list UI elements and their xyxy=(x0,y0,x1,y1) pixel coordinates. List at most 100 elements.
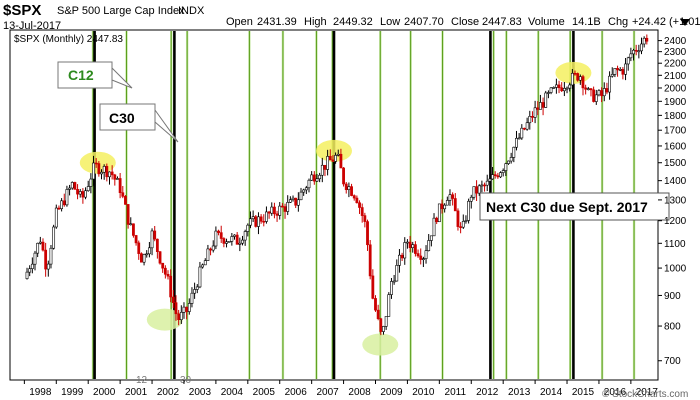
candle-body xyxy=(382,326,385,332)
candle-body xyxy=(578,76,582,81)
low-value: 2407.70 xyxy=(404,16,444,28)
candle-body xyxy=(453,198,457,212)
candle-body xyxy=(459,226,463,228)
candle-body xyxy=(193,289,197,294)
candle-body xyxy=(124,196,127,205)
candle-body xyxy=(134,235,138,244)
candle-body xyxy=(328,156,332,161)
candle-body xyxy=(371,275,375,299)
candle-body xyxy=(347,186,351,190)
candle-body xyxy=(44,249,48,270)
candle-body xyxy=(283,206,287,212)
candle-body xyxy=(113,174,117,180)
candle-body xyxy=(618,69,622,71)
candle-body xyxy=(629,53,633,59)
candle-body xyxy=(517,137,521,140)
candle-body xyxy=(451,194,455,199)
x-tick-label: 1998 xyxy=(29,387,52,398)
candle-body xyxy=(275,213,279,216)
candle-layer xyxy=(25,34,649,336)
candle-body xyxy=(600,90,604,97)
up-arrow-icon xyxy=(680,19,690,26)
candle-body xyxy=(52,226,56,249)
candle-body xyxy=(118,178,122,194)
candle-body xyxy=(209,248,212,251)
candle-body xyxy=(480,184,484,187)
candle-body xyxy=(310,174,314,181)
candle-body xyxy=(76,189,79,195)
candle-body xyxy=(121,192,125,197)
x-tick-label: 2001 xyxy=(125,387,148,398)
candle-body xyxy=(472,186,476,198)
candle-body xyxy=(302,189,306,193)
candle-body xyxy=(392,280,396,283)
high-label: High xyxy=(304,16,327,28)
candle-body xyxy=(299,191,303,201)
candle-body xyxy=(475,186,478,194)
y-tick-label: 1900 xyxy=(664,97,687,108)
annotation-c30: C30 xyxy=(99,103,179,143)
candle-body xyxy=(421,258,425,260)
candle-body xyxy=(515,137,518,148)
candle-body xyxy=(62,200,66,206)
candle-body xyxy=(312,174,316,182)
x-tick-label: 2004 xyxy=(221,387,244,398)
y-tick-label: 2300 xyxy=(664,47,687,58)
candle-body xyxy=(36,242,40,254)
open-value: 2431.39 xyxy=(257,16,297,28)
candle-body xyxy=(387,294,391,317)
candle-body xyxy=(632,49,635,55)
candle-body xyxy=(249,218,252,226)
x-tick-label: 2012 xyxy=(476,387,499,398)
candle-body xyxy=(445,200,449,206)
x-tick-label: 2014 xyxy=(540,387,563,398)
candle-body xyxy=(92,162,95,180)
x-tick-label: 2017 xyxy=(636,387,659,398)
candle-body xyxy=(129,223,133,226)
cycle-line-layer xyxy=(92,31,635,379)
candle-body xyxy=(278,205,282,216)
candle-body xyxy=(60,200,64,209)
candle-body xyxy=(594,94,598,102)
chg-label: Chg xyxy=(608,16,628,28)
candle-body xyxy=(65,189,69,206)
candle-body xyxy=(429,235,433,241)
candle-body xyxy=(150,230,154,249)
x-tick-label: 2005 xyxy=(253,387,276,398)
candle-body xyxy=(533,107,537,118)
candle-body xyxy=(142,254,146,263)
candle-body xyxy=(477,185,481,194)
candle-body xyxy=(158,251,162,264)
candle-body xyxy=(390,281,393,295)
y-axis: 700 800 900 1000 1100 1200 1300 1400 1500 1600 170… xyxy=(658,36,687,367)
candle-body xyxy=(320,164,324,176)
candle-body xyxy=(318,174,322,180)
candle-body xyxy=(169,275,173,298)
candle-body xyxy=(265,211,268,222)
candle-body xyxy=(488,178,492,182)
candle-body xyxy=(153,230,157,240)
candle-body xyxy=(610,74,614,77)
candle-body xyxy=(411,244,415,248)
candle-body xyxy=(634,49,638,52)
annotation-c30-text: C30 xyxy=(109,110,135,126)
y-tick-label: 900 xyxy=(664,291,681,302)
candle-body xyxy=(363,215,367,222)
candle-body xyxy=(584,87,588,90)
candle-body xyxy=(642,37,646,45)
x-tick-label: 2013 xyxy=(508,387,531,398)
x-tick-label: 2010 xyxy=(412,387,435,398)
candle-body xyxy=(206,248,210,261)
candle-body xyxy=(581,76,585,89)
close-value: 2447.83 xyxy=(482,16,522,28)
candle-body xyxy=(251,216,255,220)
cycle-highlight xyxy=(362,333,399,356)
chart-security-name: S&P 500 Large Cap Index xyxy=(57,5,185,17)
candle-body xyxy=(241,239,244,244)
candle-body xyxy=(323,164,327,170)
candle-body xyxy=(443,204,447,210)
candle-body xyxy=(626,57,630,65)
candle-body xyxy=(222,238,226,244)
candle-body xyxy=(190,292,194,304)
candle-body xyxy=(81,191,85,198)
